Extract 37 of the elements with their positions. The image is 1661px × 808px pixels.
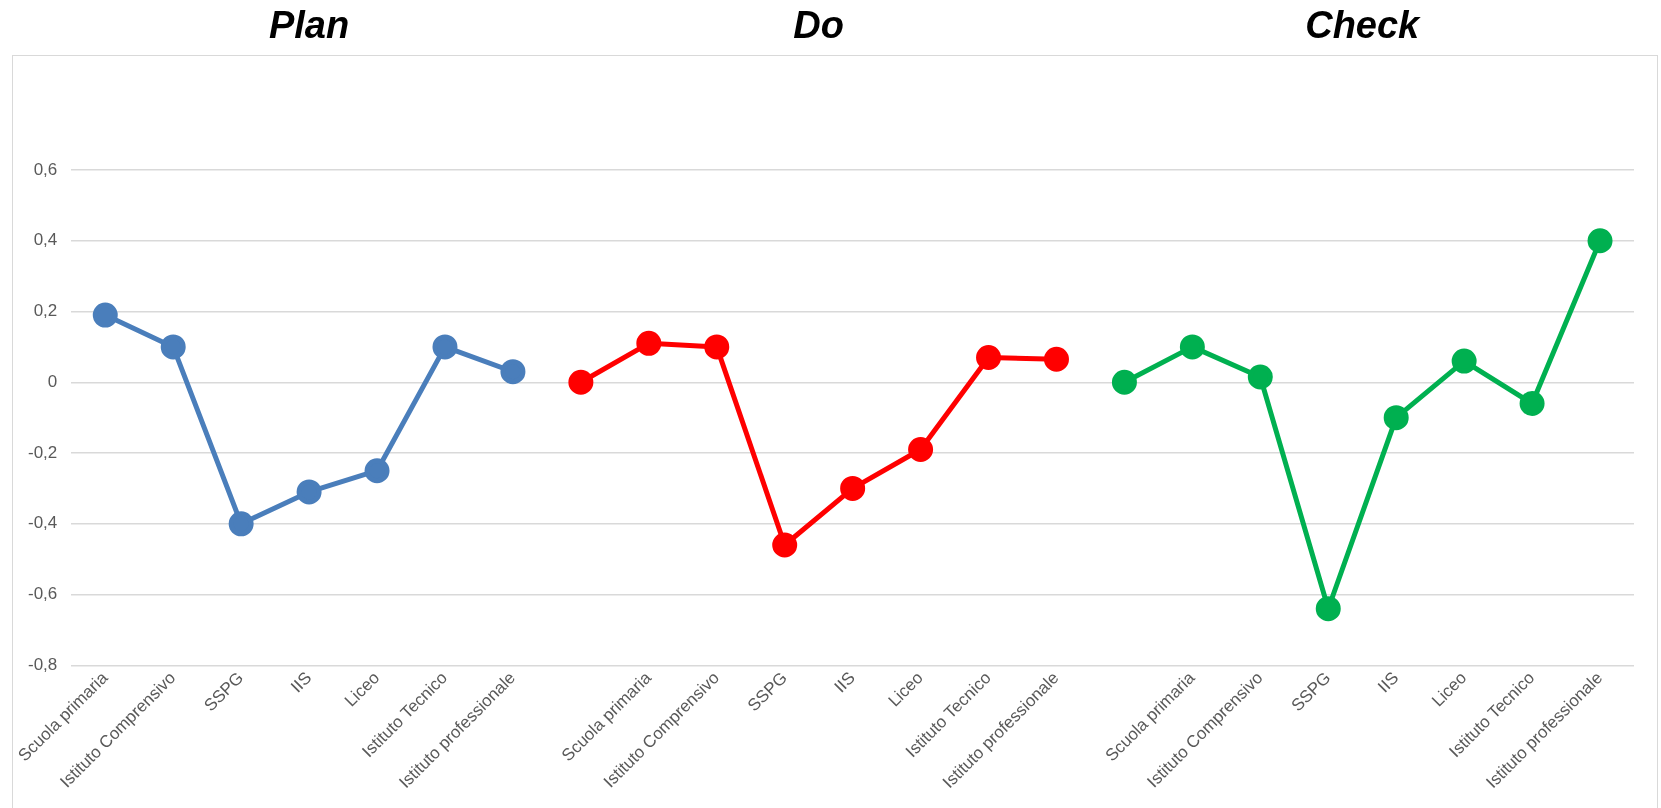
text: Plan (268, 4, 350, 47)
point (1451, 348, 1477, 374)
point (1179, 334, 1205, 360)
y-tick-label: 0,4 (33, 230, 58, 250)
point (1111, 369, 1137, 395)
point (1043, 346, 1069, 372)
x-tick-label: IIS (287, 668, 316, 697)
point (432, 334, 458, 360)
point (772, 532, 798, 558)
point (1519, 391, 1545, 417)
y-tick-label: 0,2 (33, 301, 58, 321)
x-tick-label: IIS (830, 668, 859, 697)
y-tick-label: -0,6 (28, 584, 58, 604)
y-tick-label: 0,6 (33, 159, 58, 179)
point (1315, 596, 1341, 622)
point (704, 334, 730, 360)
point (228, 511, 254, 537)
text: Do (793, 4, 844, 47)
point (364, 458, 390, 484)
text: Check (1305, 4, 1420, 47)
point (1587, 228, 1613, 254)
point (568, 369, 594, 395)
point (160, 334, 186, 360)
point (636, 330, 662, 356)
y-tick-label: 0 (47, 371, 58, 391)
point (92, 302, 118, 328)
point (1383, 405, 1409, 431)
point (500, 359, 526, 385)
point (976, 345, 1002, 371)
y-tick-label: -0,2 (28, 442, 58, 462)
point (840, 475, 866, 501)
y-tick-label: -0,8 (28, 655, 58, 675)
x-tick-label: IIS (1374, 668, 1403, 697)
y-tick-label: -0,4 (28, 513, 58, 533)
point (908, 437, 934, 462)
point (296, 479, 322, 505)
point (1247, 364, 1273, 390)
